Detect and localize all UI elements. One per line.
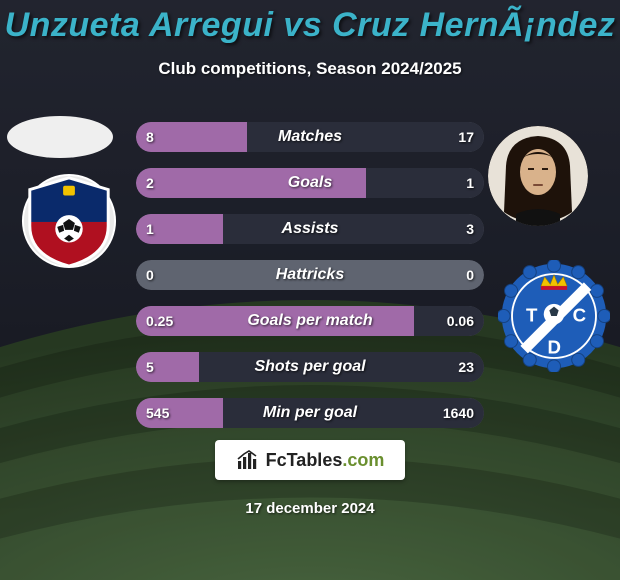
club-badge-right: T C D (498, 260, 610, 372)
stat-label: Assists (136, 214, 484, 244)
stat-value-left: 545 (146, 398, 169, 428)
svg-text:C: C (573, 305, 586, 326)
stat-label: Goals per match (136, 306, 484, 336)
player-photo-right (488, 126, 588, 226)
stat-value-right: 23 (458, 352, 474, 382)
stat-row: Matches8 17 (136, 122, 484, 152)
fctables-text: FcTables.com (266, 450, 385, 471)
player-photo-left-placeholder (7, 116, 113, 158)
stat-value-right: 1640 (443, 398, 474, 428)
stat-value-right: 0.06 (447, 306, 474, 336)
stat-row: Min per goal545 1640 (136, 398, 484, 428)
stat-value-left: 0 (146, 260, 154, 290)
stat-row: Goals per match0.25 0.06 (136, 306, 484, 336)
date-text: 17 december 2024 (0, 500, 620, 517)
chart-icon (236, 449, 260, 471)
stat-value-left: 8 (146, 122, 154, 152)
stat-value-left: 2 (146, 168, 154, 198)
fctables-text-prefix: FcTables (266, 450, 343, 470)
svg-text:T: T (526, 305, 538, 326)
stat-value-right: 3 (466, 214, 474, 244)
stat-value-left: 5 (146, 352, 154, 382)
stats-container: Matches817Goals21Assists13Hattricks00Goa… (136, 122, 484, 444)
stat-value-right: 17 (458, 122, 474, 152)
page-title: Unzueta Arregui vs Cruz HernÃ¡ndez (0, 0, 620, 45)
stat-label: Hattricks (136, 260, 484, 290)
stat-value-right: 0 (466, 260, 474, 290)
fctables-text-suffix: .com (342, 450, 384, 470)
club-badge-left (20, 172, 118, 270)
stat-label: Min per goal (136, 398, 484, 428)
stat-value-left: 0.25 (146, 306, 173, 336)
stat-value-left: 1 (146, 214, 154, 244)
stat-label: Shots per goal (136, 352, 484, 382)
stat-label: Matches (136, 122, 484, 152)
stat-row: Goals2 1 (136, 168, 484, 198)
stat-label: Goals (136, 168, 484, 198)
stat-row: Assists1 3 (136, 214, 484, 244)
svg-text:D: D (547, 336, 560, 357)
fctables-logo: FcTables.com (215, 440, 405, 480)
subtitle: Club competitions, Season 2024/2025 (0, 59, 620, 79)
stat-value-right: 1 (466, 168, 474, 198)
stat-row: Hattricks0 0 (136, 260, 484, 290)
stat-row: Shots per goal5 23 (136, 352, 484, 382)
